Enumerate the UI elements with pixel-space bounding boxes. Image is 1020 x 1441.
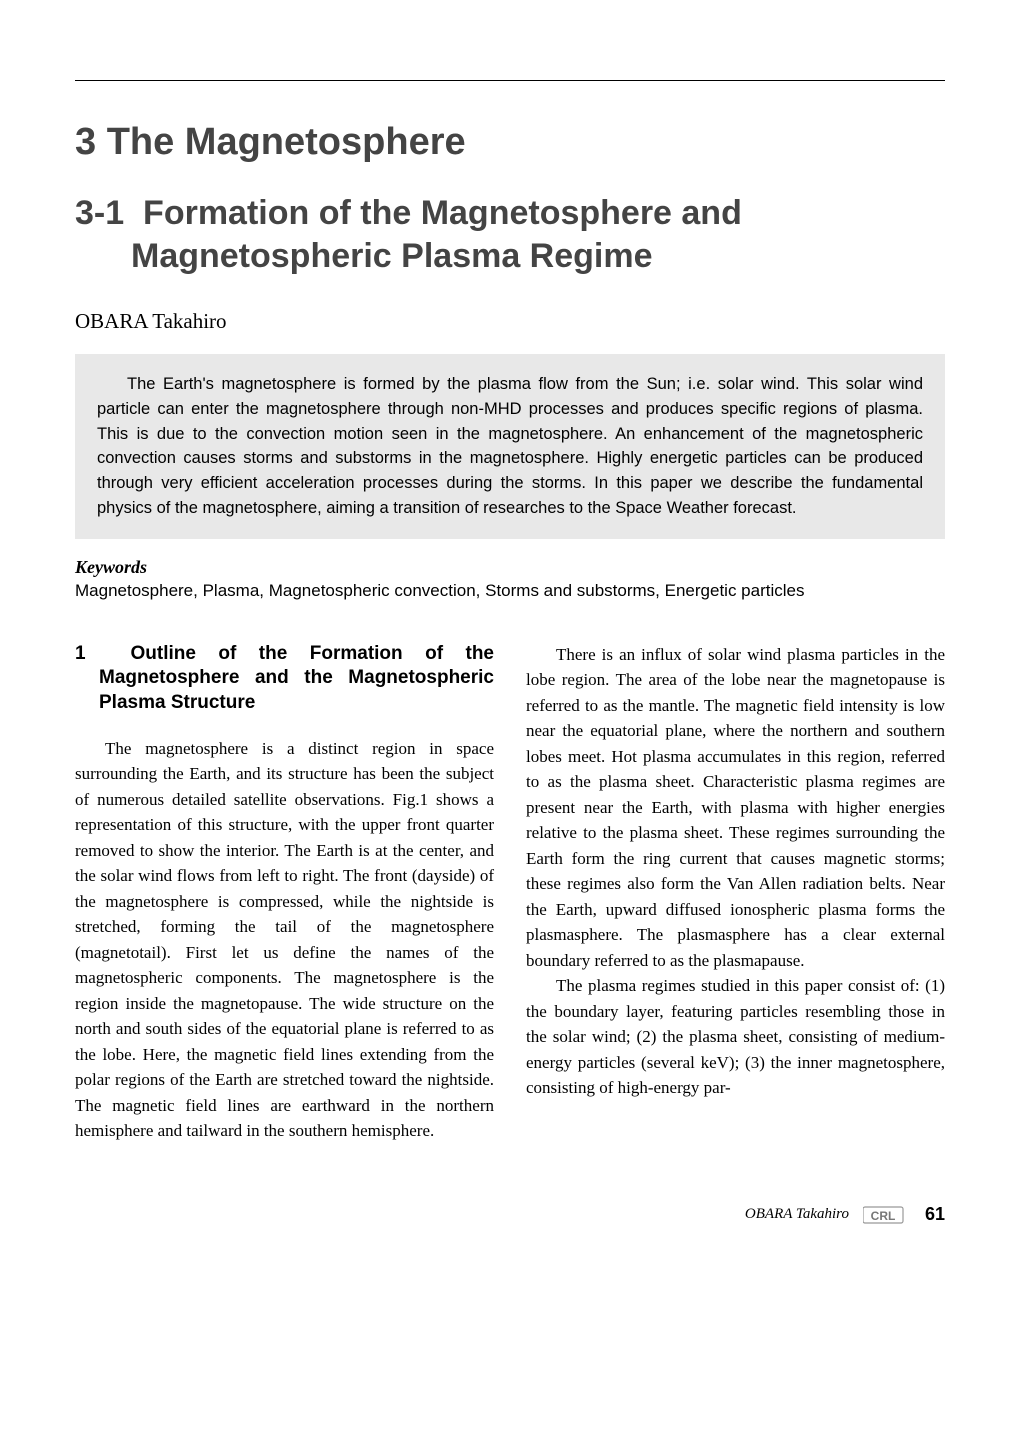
subsection-heading: 1 Outline of the Formation of the Magnet… — [75, 642, 494, 716]
body-paragraph-3: The plasma regimes studied in this paper… — [526, 973, 945, 1101]
section-number: 3-1 — [75, 194, 124, 232]
section-title-text: Formation of the Magnetosphere and Magne… — [131, 194, 742, 275]
abstract-text: The Earth's magnetosphere is formed by t… — [97, 372, 923, 521]
svg-text:CRL: CRL — [871, 1209, 896, 1223]
footer-author: OBARA Takahiro — [745, 1206, 849, 1223]
author-name: OBARA Takahiro — [75, 309, 945, 334]
keywords-text: Magnetosphere, Plasma, Magnetospheric co… — [75, 580, 945, 602]
subsection-heading-text: Outline of the Formation of the Magnetos… — [99, 643, 494, 713]
keywords-label: Keywords — [75, 557, 945, 578]
abstract-box: The Earth's magnetosphere is formed by t… — [75, 354, 945, 539]
body-paragraph-1: The magnetosphere is a distinct region i… — [75, 736, 494, 1144]
page-footer: OBARA Takahiro CRL 61 — [75, 1204, 945, 1226]
subsection-number: 1 — [75, 643, 86, 664]
top-horizontal-rule — [75, 80, 945, 81]
page-number: 61 — [925, 1204, 945, 1225]
chapter-title: 3 The Magnetosphere — [75, 121, 945, 164]
body-columns: 1 Outline of the Formation of the Magnet… — [75, 642, 945, 1144]
footer-logo: CRL — [863, 1204, 911, 1226]
section-title: 3-1 Formation of the Magnetosphere and M… — [75, 192, 945, 277]
body-paragraph-2: There is an influx of solar wind plasma … — [526, 642, 945, 974]
